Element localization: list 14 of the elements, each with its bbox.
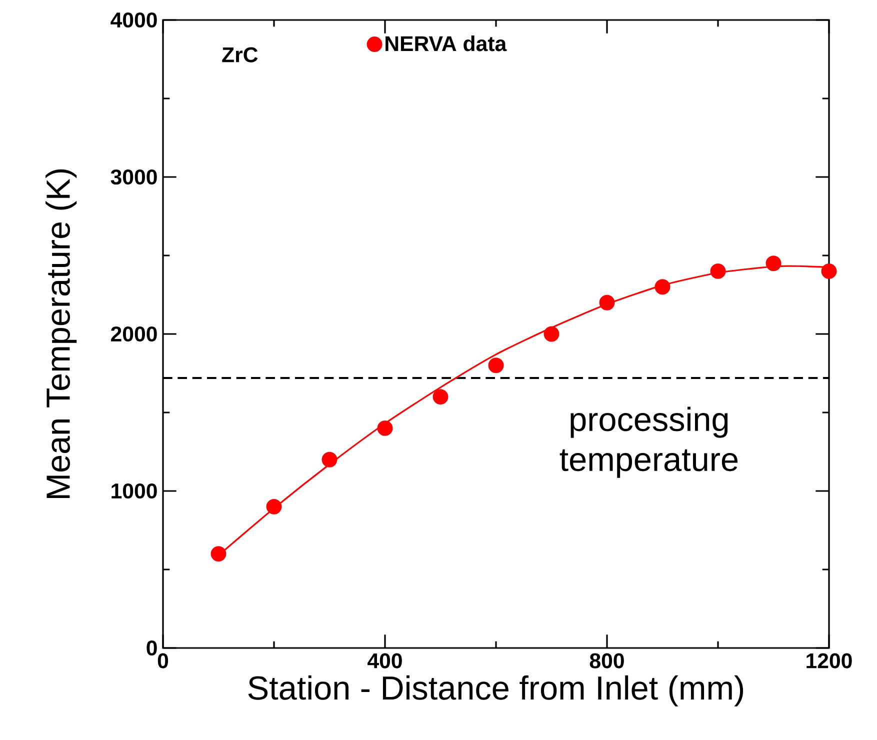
legend-label: NERVA data [386,36,507,52]
ref-line-label: processing temperature [560,406,738,478]
x-axis-title: Station - Distance from Inlet (mm) [248,675,744,706]
x-tick-label: 1200 [806,653,852,668]
y-tick-label: 4000 [110,12,157,28]
x-tick-label: 800 [590,653,624,668]
annotation: ZrC [222,47,258,62]
y-tick-label: 0 [146,640,157,656]
y-tick-label: 1000 [112,483,157,499]
y-tick-label: 3000 [110,169,157,185]
y-tick-label: 2000 [111,326,157,342]
x-tick-label: 400 [368,653,402,668]
y-axis-title: Mean Temperature (K) [46,169,77,498]
x-tick-label: 0 [158,653,168,668]
